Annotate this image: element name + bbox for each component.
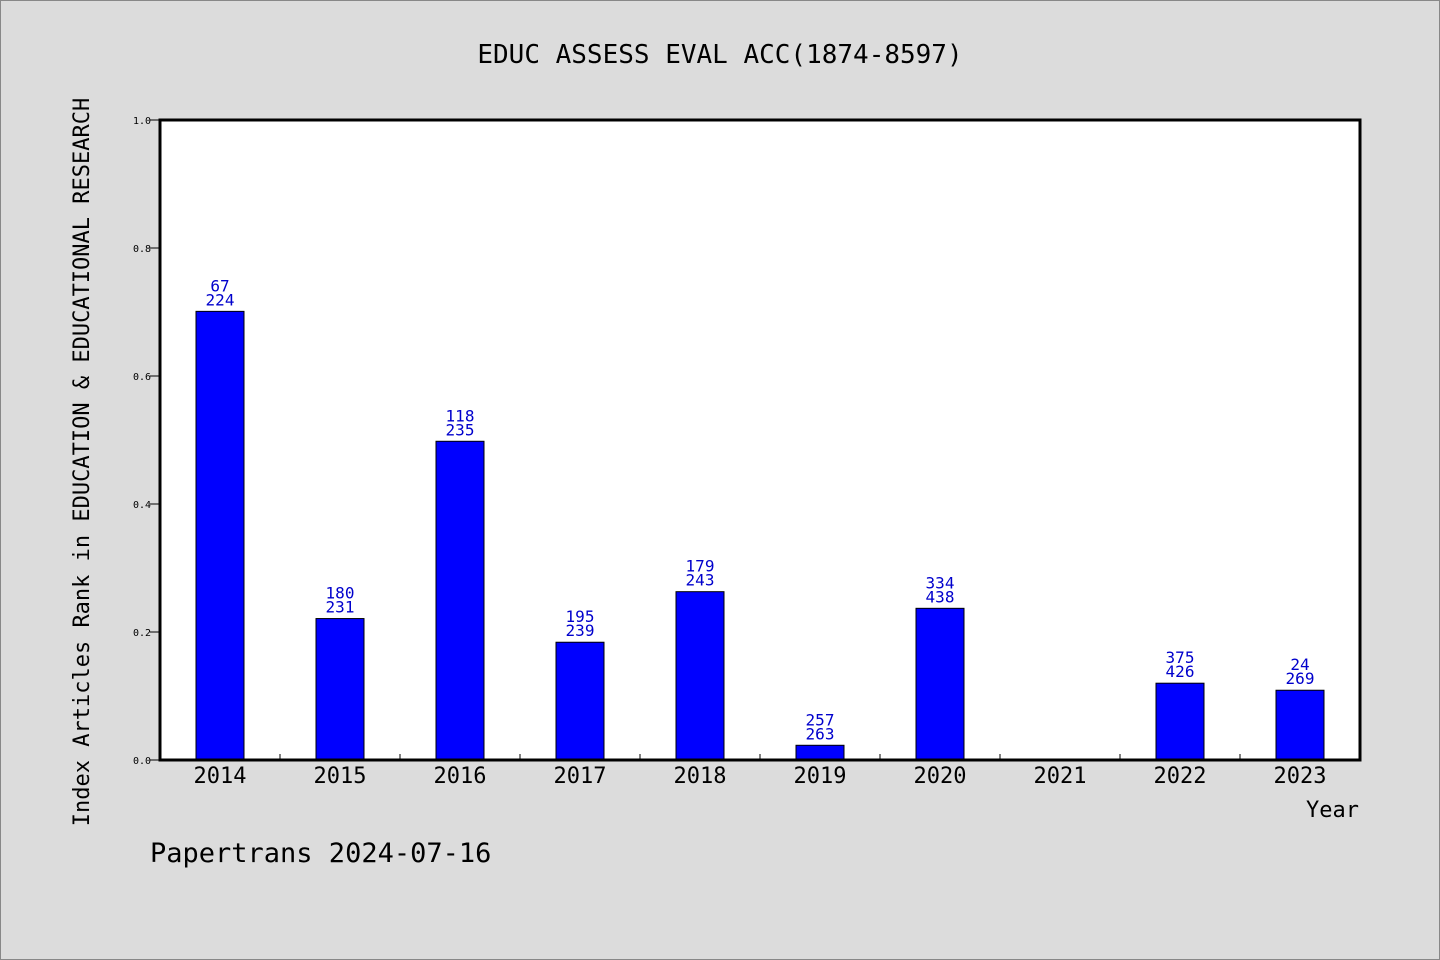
bar-2016 (435, 440, 485, 761)
data-label-bottom-2022: 426 (1166, 662, 1195, 681)
data-label-top-2016: 118 (446, 406, 475, 425)
bar-2015 (315, 618, 365, 761)
x-tick-label-2021: 2021 (1034, 764, 1087, 789)
data-label-bottom-2019: 263 (806, 724, 835, 743)
data-label-bottom-2014: 224 (206, 290, 235, 309)
x-tick-label-2018: 2018 (674, 764, 727, 789)
data-label-top-2019: 257 (806, 710, 835, 729)
x-tick-label-2017: 2017 (554, 764, 607, 789)
y-tick-label: 1.0 (133, 116, 151, 127)
y-axis-label: Index Articles Rank in EDUCATION & EDUCA… (70, 98, 95, 826)
bar-2019 (795, 744, 845, 761)
bar-2017 (555, 641, 605, 761)
data-label-top-2015: 180 (326, 584, 355, 603)
bar-2023 (1275, 689, 1325, 761)
x-tick-label-2015: 2015 (314, 764, 367, 789)
x-tick-label-2022: 2022 (1154, 764, 1207, 789)
x-tick-label-2016: 2016 (434, 764, 487, 789)
bar-2020 (915, 607, 965, 761)
data-label-bottom-2018: 243 (686, 571, 715, 590)
data-label-top-2018: 179 (686, 557, 715, 576)
chart-title: EDUC ASSESS EVAL ACC(1874-8597) (477, 40, 962, 70)
data-label-top-2017: 195 (566, 607, 595, 626)
data-label-bottom-2020: 438 (926, 587, 955, 606)
y-tick-label: 0.6 (133, 372, 151, 383)
data-label-bottom-2023: 269 (1286, 669, 1315, 688)
x-tick-label-2019: 2019 (794, 764, 847, 789)
bar-2022 (1155, 682, 1205, 761)
data-label-bottom-2017: 239 (566, 621, 595, 640)
data-label-top-2020: 334 (926, 573, 955, 592)
footer-watermark: Papertrans 2024-07-16 (150, 838, 491, 869)
bar-2018 (675, 591, 725, 761)
data-label-top-2023: 24 (1290, 655, 1309, 674)
data-label-bottom-2016: 235 (446, 420, 475, 439)
plot-border (158, 118, 1362, 762)
y-tick-label: 0.0 (133, 756, 151, 767)
x-tick-label-2020: 2020 (914, 764, 967, 789)
y-tick-label: 0.4 (133, 500, 151, 511)
x-axis-label: Year (1306, 798, 1359, 823)
x-tick-label-2023: 2023 (1274, 764, 1327, 789)
y-tick-label: 0.8 (133, 244, 151, 255)
bar-2014 (195, 310, 245, 761)
data-label-top-2022: 375 (1166, 648, 1195, 667)
data-label-bottom-2015: 231 (326, 598, 355, 617)
data-label-top-2014: 67 (210, 276, 229, 295)
x-tick-label-2014: 2014 (194, 764, 247, 789)
y-tick-label: 0.2 (133, 628, 151, 639)
